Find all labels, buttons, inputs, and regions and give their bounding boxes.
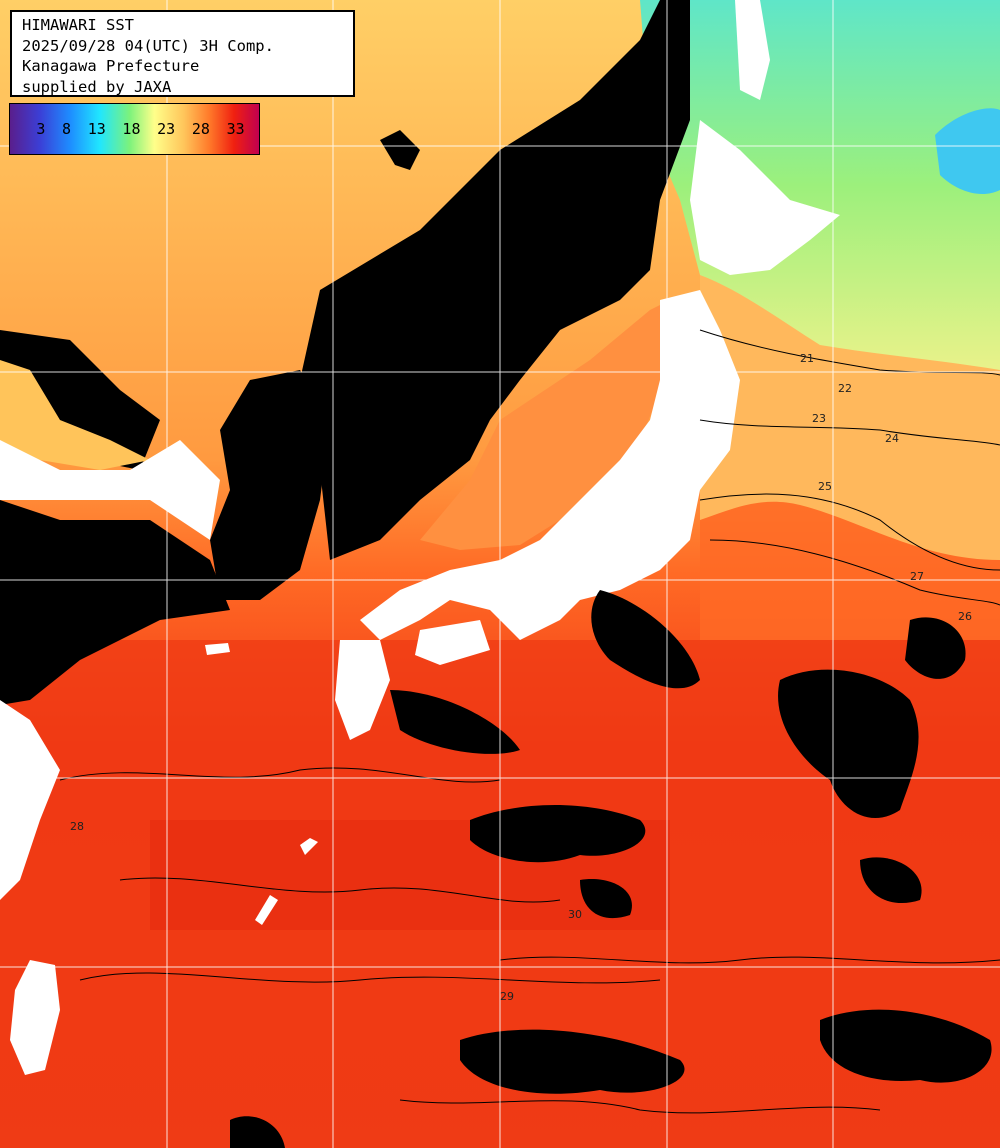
contour-labels: 21 22 23 24 25 26 27 28 29 30 <box>70 352 972 1003</box>
contour-label: 21 <box>800 352 814 365</box>
map-credit: supplied by JAXA <box>22 77 172 96</box>
cloud-pacific-5 <box>820 1009 992 1083</box>
cloud-sea-of-japan <box>300 0 690 560</box>
land-hokkaido <box>690 120 840 275</box>
cloud-pacific-7 <box>591 590 700 689</box>
contour-label: 30 <box>568 908 582 921</box>
land-shikoku <box>415 620 490 665</box>
isotherm-contours <box>59 329 1000 1114</box>
sea-bohai-warm <box>0 360 150 470</box>
sea-cold-north <box>640 0 1000 370</box>
land-taiwan <box>10 960 60 1075</box>
legend-tick: 33 <box>226 120 245 138</box>
legend-tick: 18 <box>122 120 141 138</box>
cloud-pacific-6 <box>905 617 966 679</box>
land-korea <box>210 370 330 600</box>
cloud-pacific-10 <box>230 1116 285 1148</box>
contour-label: 24 <box>885 432 899 445</box>
cloud-pacific-8 <box>860 857 922 904</box>
cloud-pacific-1 <box>778 669 919 819</box>
legend-tick: 13 <box>87 120 106 138</box>
land-china-coast <box>0 700 60 900</box>
land-ryukyu-1 <box>300 838 318 855</box>
cloud-pacific-4 <box>460 1029 685 1094</box>
legend-tick: 3 <box>36 120 46 138</box>
legend-gradient-bar <box>10 104 259 154</box>
land-jeju <box>205 643 230 655</box>
contour-label: 27 <box>910 570 924 583</box>
map-region: Kanagawa Prefecture <box>22 57 200 75</box>
contour-label: 22 <box>838 382 852 395</box>
legend-tick: 23 <box>157 120 176 138</box>
contour-label: 28 <box>70 820 84 833</box>
contour-label: 29 <box>500 990 514 1003</box>
land-hokkaido-north <box>735 0 770 100</box>
cloud-west <box>0 500 230 705</box>
sea-coldest-patch <box>935 108 1000 195</box>
color-scale-legend: 3 8 13 18 23 28 33 <box>9 103 260 155</box>
map-info-box: HIMAWARI SST 2025/09/28 04(UTC) 3H Comp.… <box>10 10 355 97</box>
legend-tick: 28 <box>191 120 210 138</box>
cloud-pacific-2 <box>470 805 646 863</box>
sea-japan-warm <box>420 300 670 550</box>
legend-tick: 8 <box>62 120 72 138</box>
cloud-bohai <box>0 330 160 470</box>
contour-label: 25 <box>818 480 832 493</box>
land-sakhalin <box>380 130 420 170</box>
land-kyushu <box>335 640 390 740</box>
cloud-pacific-9 <box>390 690 520 754</box>
map-timestamp: 2025/09/28 04(UTC) 3H Comp. <box>22 36 274 55</box>
land-china <box>0 440 220 540</box>
cloud-pacific-3 <box>580 879 632 919</box>
land-honshu <box>360 290 740 640</box>
map-title: HIMAWARI SST <box>22 16 134 34</box>
contour-label: 23 <box>812 412 826 425</box>
land-ryukyu-2 <box>255 895 278 925</box>
contour-label: 26 <box>958 610 972 623</box>
